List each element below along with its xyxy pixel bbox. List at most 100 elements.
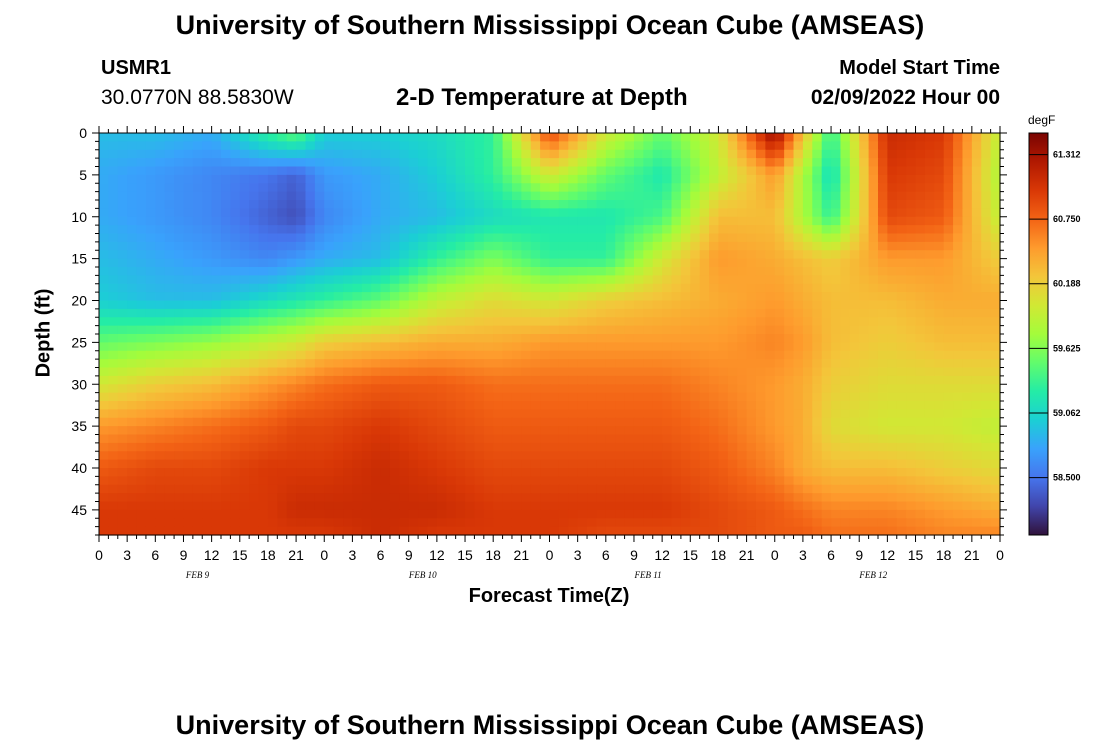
heatmap-cell [746,191,757,201]
heatmap-cell [267,149,278,159]
heatmap-cell [615,342,626,352]
heatmap-cell [746,300,757,310]
heatmap-cell [474,241,485,251]
heatmap-cell [399,459,410,469]
heatmap-cell [643,409,654,419]
heatmap-cell [314,367,325,377]
heatmap-cell [192,308,203,318]
heatmap-cell [718,375,729,385]
heatmap-cell [812,451,823,461]
heatmap-cell [211,526,222,536]
heatmap-cell [990,359,1001,369]
heatmap-cell [408,317,419,327]
heatmap-cell [221,158,231,168]
heatmap-cell [624,442,635,452]
heatmap-cell [221,174,231,184]
heatmap-cell [868,409,879,419]
heatmap-cell [934,267,945,276]
heatmap-cell [690,518,701,528]
heatmap-cell [267,200,278,209]
heatmap-cell [887,451,898,461]
heatmap-cell [971,359,982,369]
heatmap-cell [127,359,138,369]
heatmap-cell [953,493,964,503]
heatmap-cell [465,375,476,385]
heatmap-cell [333,451,344,461]
heatmap-cell [127,417,138,427]
heatmap-cell [408,342,419,352]
heatmap-cell [361,267,372,276]
heatmap-cell [849,174,860,184]
heatmap-cell [840,442,851,452]
heatmap-cell [427,258,438,268]
heatmap-cell [314,258,325,268]
heatmap-cell [418,191,429,201]
heatmap-cell [155,367,166,377]
heatmap-cell [558,149,569,159]
heatmap-cell [343,501,354,511]
heatmap-cell [962,359,973,369]
heatmap-cell [915,158,926,168]
heatmap-cell [896,451,907,461]
heatmap-cell [474,216,485,226]
heatmap-cell [333,267,344,276]
heatmap-cell [324,442,335,452]
heatmap-cell [474,401,485,410]
heatmap-cell [352,451,363,461]
heatmap-cell [605,258,616,268]
heatmap-cell [343,350,354,360]
heatmap-cell [99,401,109,410]
heatmap-cell [418,233,429,243]
heatmap-cell [934,149,945,159]
heatmap-cell [802,250,813,260]
heatmap-cell [155,158,166,168]
heatmap-cell [333,166,344,176]
heatmap-cell [164,216,175,226]
heatmap-cell [934,367,945,377]
heatmap-cell [267,208,278,218]
heatmap-cell [906,183,917,193]
heatmap-cell [690,442,701,452]
heatmap-cell [314,216,325,226]
heatmap-cell [267,350,278,360]
heatmap-cell [812,417,823,427]
heatmap-cell [906,258,917,268]
heatmap-cell [221,426,231,436]
heatmap-cell [924,267,935,276]
heatmap-cell [164,149,175,159]
heatmap-cell [296,267,307,276]
heatmap-cell [971,501,982,511]
heatmap-cell [202,308,213,318]
heatmap-cell [558,308,569,318]
heatmap-cell [389,434,400,444]
heatmap-cell [727,476,738,486]
heatmap-cell [793,459,804,469]
heatmap-cell [727,166,738,176]
heatmap-cell [239,509,250,519]
heatmap-cell [483,392,494,402]
heatmap-cell [408,409,419,419]
heatmap-cell [202,275,213,285]
heatmap-cell [174,200,185,209]
heatmap-cell [314,267,325,276]
heatmap-cell [840,501,851,511]
heatmap-cell [887,166,898,176]
heatmap-cell [718,308,729,318]
heatmap-cell [774,509,785,519]
heatmap-cell [821,459,832,469]
heatmap-cell [221,191,231,201]
heatmap-cell [474,258,485,268]
heatmap-cell [699,149,710,159]
heatmap-cell [953,216,964,226]
heatmap-cell [671,501,682,511]
heatmap-cell [662,283,673,293]
heatmap-cell [906,426,917,436]
heatmap-cell [389,267,400,276]
heatmap-cell [643,233,654,243]
heatmap-cell [127,350,138,360]
heatmap-cell [127,133,138,142]
heatmap-cell [840,359,851,369]
heatmap-cell [511,359,522,369]
heatmap-cell [568,267,579,276]
heatmap-cell [718,183,729,193]
